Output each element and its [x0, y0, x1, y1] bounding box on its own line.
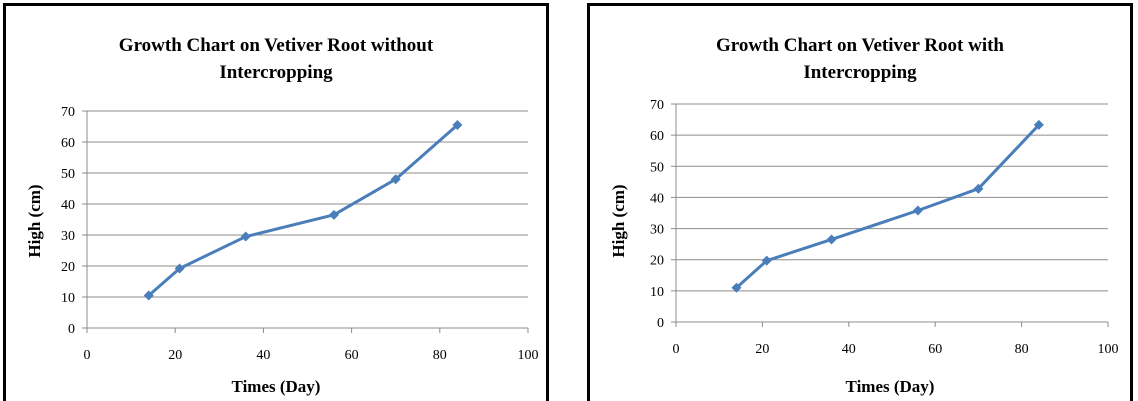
data-point-marker — [390, 174, 401, 185]
x-tick-label: 80 — [1015, 342, 1029, 357]
data-point-marker — [761, 255, 772, 266]
x-tick-label: 80 — [433, 348, 447, 363]
data-point-marker — [731, 282, 742, 293]
x-tick-label: 60 — [345, 348, 359, 363]
y-tick-label: 30 — [650, 223, 664, 238]
x-axis-title: Times (Day) — [232, 377, 321, 396]
chart-panel-with-intercropping: Growth Chart on Vetiver Root with Interc… — [587, 3, 1133, 401]
y-tick-label: 60 — [650, 129, 664, 144]
x-tick-label: 40 — [256, 348, 270, 363]
x-tick-label: 0 — [84, 348, 91, 363]
y-tick-label: 0 — [68, 322, 75, 337]
y-axis-title: High (cm) — [25, 184, 44, 257]
y-tick-label: 60 — [61, 136, 75, 151]
x-tick-label: 100 — [1098, 342, 1119, 357]
y-axis-title: High (cm) — [609, 184, 628, 257]
chart-title-line-1: Growth Chart on Vetiver Root without — [119, 35, 434, 56]
y-tick-label: 70 — [61, 105, 75, 120]
plot-area: 0 10 20 30 40 50 60 70 0 20 40 60 80 100 — [650, 98, 1119, 357]
x-tick-label: 20 — [168, 348, 182, 363]
data-point-marker — [240, 231, 251, 242]
data-point-marker — [826, 234, 837, 245]
y-tick-label: 10 — [650, 285, 664, 300]
y-tick-label: 20 — [650, 254, 664, 269]
y-tick-label: 50 — [650, 160, 664, 175]
chart-title-line-2: Intercropping — [803, 62, 917, 83]
data-point-marker — [328, 209, 339, 220]
x-axis-title: Times (Day) — [846, 377, 935, 396]
data-point-marker — [912, 205, 923, 216]
data-point-marker — [174, 263, 185, 274]
chart-without-intercropping: Growth Chart on Vetiver Root without Int… — [25, 35, 539, 396]
x-tick-label: 100 — [518, 348, 539, 363]
y-tick-label: 20 — [61, 260, 75, 275]
chart-title-line-2: Intercropping — [219, 62, 333, 83]
chart-with-intercropping: Growth Chart on Vetiver Root with Interc… — [609, 35, 1119, 396]
x-tick-label: 60 — [928, 342, 942, 357]
y-tick-label: 70 — [650, 98, 664, 113]
series-line — [147, 123, 459, 297]
y-tick-label: 0 — [657, 316, 664, 331]
x-tick-label: 20 — [755, 342, 769, 357]
data-point-marker — [1033, 119, 1044, 130]
chart-panel-without-intercropping: Growth Chart on Vetiver Root without Int… — [3, 3, 549, 401]
series-line — [734, 123, 1041, 290]
x-tick-label: 40 — [842, 342, 856, 357]
plot-area: 0 10 20 30 40 50 60 70 0 20 40 60 80 100 — [61, 105, 539, 363]
x-tick-label: 0 — [673, 342, 680, 357]
y-tick-label: 50 — [61, 167, 75, 182]
y-tick-label: 30 — [61, 229, 75, 244]
chart-title-line-1: Growth Chart on Vetiver Root with — [716, 35, 1004, 56]
data-point-marker — [143, 290, 154, 301]
y-tick-label: 40 — [650, 191, 664, 206]
y-tick-label: 10 — [61, 291, 75, 306]
y-tick-label: 40 — [61, 198, 75, 213]
data-point-marker — [452, 119, 463, 130]
data-point-marker — [973, 183, 984, 194]
